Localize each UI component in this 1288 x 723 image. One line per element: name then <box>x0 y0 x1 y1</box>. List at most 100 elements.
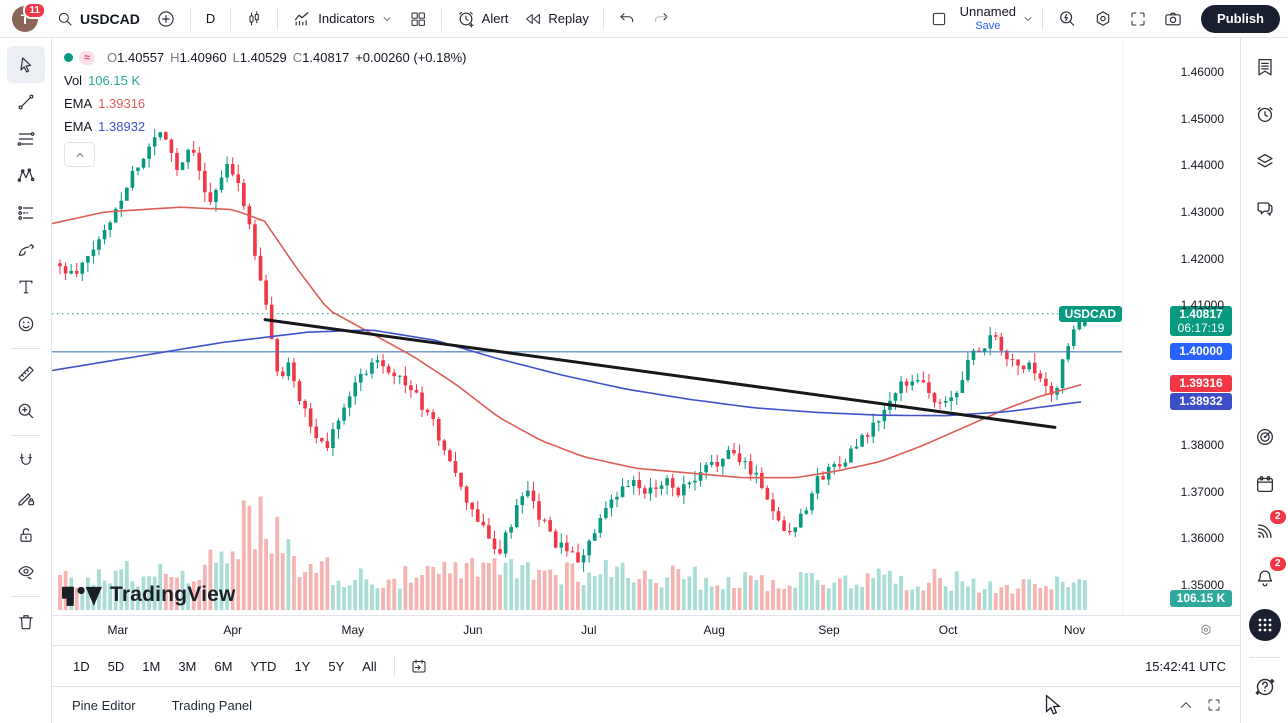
layout-save-square-button[interactable] <box>922 6 956 32</box>
zoom-tool-button[interactable] <box>7 392 45 429</box>
close-value: 1.40817 <box>302 50 350 65</box>
ema1-legend-row[interactable]: EMA 1.39316 <box>64 96 467 111</box>
range-button-1d[interactable]: 1D <box>66 654 97 679</box>
ema2-legend-row[interactable]: EMA 1.38932 <box>64 119 467 134</box>
text-icon <box>19 280 32 293</box>
brush-icon <box>18 243 34 256</box>
right-sidebar: 2 2 <box>1240 38 1288 723</box>
price-axis[interactable]: USDCAD 1.40817 06:17:19 1.40000 1.39316 … <box>1058 38 1240 615</box>
ideas-stream-button[interactable]: 2 <box>1246 510 1286 550</box>
alerts-panel-button[interactable] <box>1246 95 1284 133</box>
layout-grid-button[interactable] <box>401 6 435 32</box>
redo-icon <box>654 12 668 22</box>
settings-button[interactable] <box>1085 5 1121 33</box>
publish-button[interactable]: Publish <box>1201 4 1280 33</box>
month-label: Aug <box>703 623 725 637</box>
emoji-tool-button[interactable] <box>7 305 45 342</box>
chat-button[interactable] <box>1246 189 1284 227</box>
range-button-3m[interactable]: 3M <box>171 654 203 679</box>
hide-drawings-button[interactable] <box>7 553 45 590</box>
maximize-panel-button[interactable] <box>1200 692 1228 718</box>
price-tick: 1.38000 <box>1180 438 1224 453</box>
ema-blue-price-badge: 1.38932 <box>1170 393 1232 411</box>
fib-retracement-tool-button[interactable] <box>7 120 45 157</box>
time-axis[interactable]: Mar Apr May Jun Jul Aug Sep Oct Nov <box>52 615 1240 645</box>
symbol-search-button[interactable]: USDCAD <box>48 6 148 32</box>
server-clock[interactable]: 15:42:41 UTC <box>1145 658 1226 674</box>
open-value: 1.40557 <box>117 50 165 65</box>
alert-button[interactable]: Alert <box>448 5 517 33</box>
trend-line-tool-button[interactable] <box>7 83 45 120</box>
redo-button[interactable] <box>644 6 678 32</box>
low-label: L <box>232 50 240 65</box>
chart-canvas[interactable]: ≈ O1.40557 H1.40960 L1.40529 C1.40817 +0… <box>52 38 1240 615</box>
layout-name-widget[interactable]: Unnamed Save <box>956 4 1020 32</box>
market-open-dot <box>64 53 73 62</box>
volume-legend-row[interactable]: Vol 106.15 K <box>64 73 467 88</box>
prediction-tool-button[interactable] <box>7 194 45 231</box>
object-tree-button[interactable] <box>1246 142 1284 180</box>
range-button-ytd[interactable]: YTD <box>243 654 283 679</box>
price-chart[interactable] <box>52 38 1122 615</box>
chat-bubbles-icon <box>1256 202 1273 216</box>
measure-tool-button[interactable] <box>7 355 45 392</box>
cursor-tool-button[interactable] <box>6 46 45 83</box>
trading-panel-tab[interactable]: Trading Panel <box>171 697 253 713</box>
fullscreen-icon <box>1131 11 1145 26</box>
help-button[interactable] <box>1246 668 1284 706</box>
range-button-6m[interactable]: 6M <box>207 654 239 679</box>
help-icon <box>1255 678 1274 696</box>
add-symbol-button[interactable] <box>148 5 184 33</box>
drawing-mode-button[interactable] <box>7 479 45 516</box>
range-button-1m[interactable]: 1M <box>135 654 167 679</box>
snapshot-button[interactable] <box>1155 5 1191 33</box>
undo-button[interactable] <box>610 6 644 32</box>
ema-red-price-badge: 1.39316 <box>1170 375 1232 393</box>
range-button-5y[interactable]: 5Y <box>321 654 351 679</box>
quick-search-button[interactable] <box>1049 5 1085 33</box>
hotlists-button[interactable] <box>1246 418 1284 456</box>
axis-settings-gear-icon[interactable] <box>1199 623 1213 637</box>
apps-menu-button[interactable] <box>1246 606 1284 644</box>
fullscreen-button[interactable] <box>1121 6 1155 32</box>
price-tick: 1.44000 <box>1180 158 1224 173</box>
symbol-legend-row[interactable]: ≈ O1.40557 H1.40960 L1.40529 C1.40817 +0… <box>64 50 467 65</box>
collapse-legend-button[interactable] <box>64 142 95 167</box>
price-tick: 1.46000 <box>1180 65 1224 79</box>
month-label: Apr <box>223 623 243 637</box>
indicators-button[interactable]: Indicators <box>284 5 400 33</box>
notifications-button[interactable]: 2 <box>1246 557 1286 597</box>
month-label: Sep <box>818 623 840 637</box>
layout-menu-chevron[interactable] <box>1020 9 1036 29</box>
chart-style-button[interactable] <box>237 6 271 32</box>
last-price-badge: 1.40817 06:17:19 <box>1170 305 1232 336</box>
save-layout-link[interactable]: Save <box>975 19 1001 32</box>
fib-retracement-icon <box>17 131 35 146</box>
watchlist-button[interactable] <box>1246 48 1284 86</box>
go-to-date-button[interactable] <box>405 653 433 679</box>
interval-button[interactable]: D <box>197 7 224 30</box>
bell-icon <box>1257 570 1272 587</box>
remove-drawings-button[interactable] <box>7 603 45 640</box>
alert-clock-icon <box>458 11 474 27</box>
range-button-1y[interactable]: 1Y <box>287 654 317 679</box>
range-button-all[interactable]: All <box>355 654 383 679</box>
calendar-button[interactable] <box>1246 465 1284 503</box>
pine-editor-tab[interactable]: Pine Editor <box>72 697 136 713</box>
zoom-in-icon <box>18 403 33 418</box>
replay-label: Replay <box>548 11 589 26</box>
expand-panel-button[interactable] <box>1172 692 1200 718</box>
close-label: C <box>292 50 303 65</box>
range-button-5d[interactable]: 5D <box>101 654 132 679</box>
replay-button[interactable]: Replay <box>516 6 596 32</box>
user-menu-button[interactable]: T 11 <box>12 1 46 32</box>
lock-drawings-button[interactable] <box>7 516 45 553</box>
text-tool-button[interactable] <box>7 268 45 305</box>
price-tick: 1.35000 <box>1180 578 1224 592</box>
brush-tool-button[interactable] <box>7 231 45 268</box>
target-gauge-icon <box>1256 429 1273 445</box>
ruler-icon <box>17 365 34 382</box>
magnet-tool-button[interactable] <box>7 442 45 479</box>
pattern-tool-button[interactable] <box>7 157 45 194</box>
